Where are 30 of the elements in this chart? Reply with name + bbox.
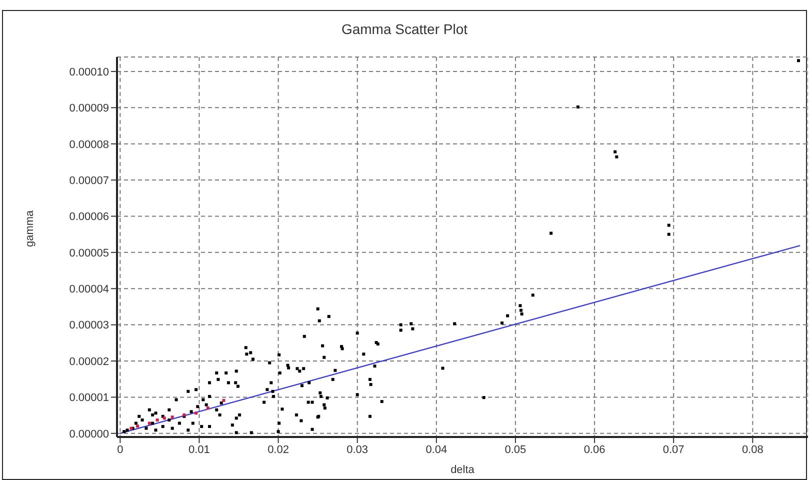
- point: [148, 422, 151, 425]
- y-tick-label: 0.00005: [69, 247, 109, 260]
- y-axis-title: gamma: [24, 209, 36, 247]
- y-tick-label: 0.00000: [69, 428, 109, 440]
- y-tick-label: 0.00001: [69, 392, 109, 404]
- x-tick-label: 0.05: [504, 444, 526, 456]
- point: [136, 424, 140, 428]
- point: [194, 412, 198, 415]
- y-tick-label: 0.00010: [69, 66, 109, 78]
- y-tick-label: 0.00003: [69, 320, 109, 332]
- point: [156, 418, 159, 422]
- x-tick-label: 0.08: [742, 444, 764, 456]
- y-tick-label: 0.00004: [69, 284, 109, 296]
- point: [206, 406, 210, 410]
- x-tick-label: 0.06: [584, 444, 606, 456]
- x-tick-label: 0.03: [346, 444, 368, 456]
- x-tick-label: 0.02: [268, 444, 289, 456]
- y-tick-label: 0.00002: [69, 356, 109, 368]
- x-tick-label: 0.01: [188, 444, 210, 456]
- point: [222, 398, 226, 402]
- x-axis-title: delta: [450, 464, 476, 476]
- y-tick-label: 0.00007: [69, 174, 109, 187]
- x-tick-label: 0.07: [662, 444, 684, 456]
- y-tick-label: 0.00009: [69, 102, 109, 115]
- x-tick-label: 0.04: [426, 444, 448, 456]
- y-tick-label: 0.00006: [69, 211, 109, 224]
- x-tick-label: 0: [117, 444, 124, 456]
- y-tick-label: 0.00008: [69, 138, 109, 151]
- point: [170, 416, 174, 419]
- chart-title: Gamma Scatter Plot: [340, 21, 469, 37]
